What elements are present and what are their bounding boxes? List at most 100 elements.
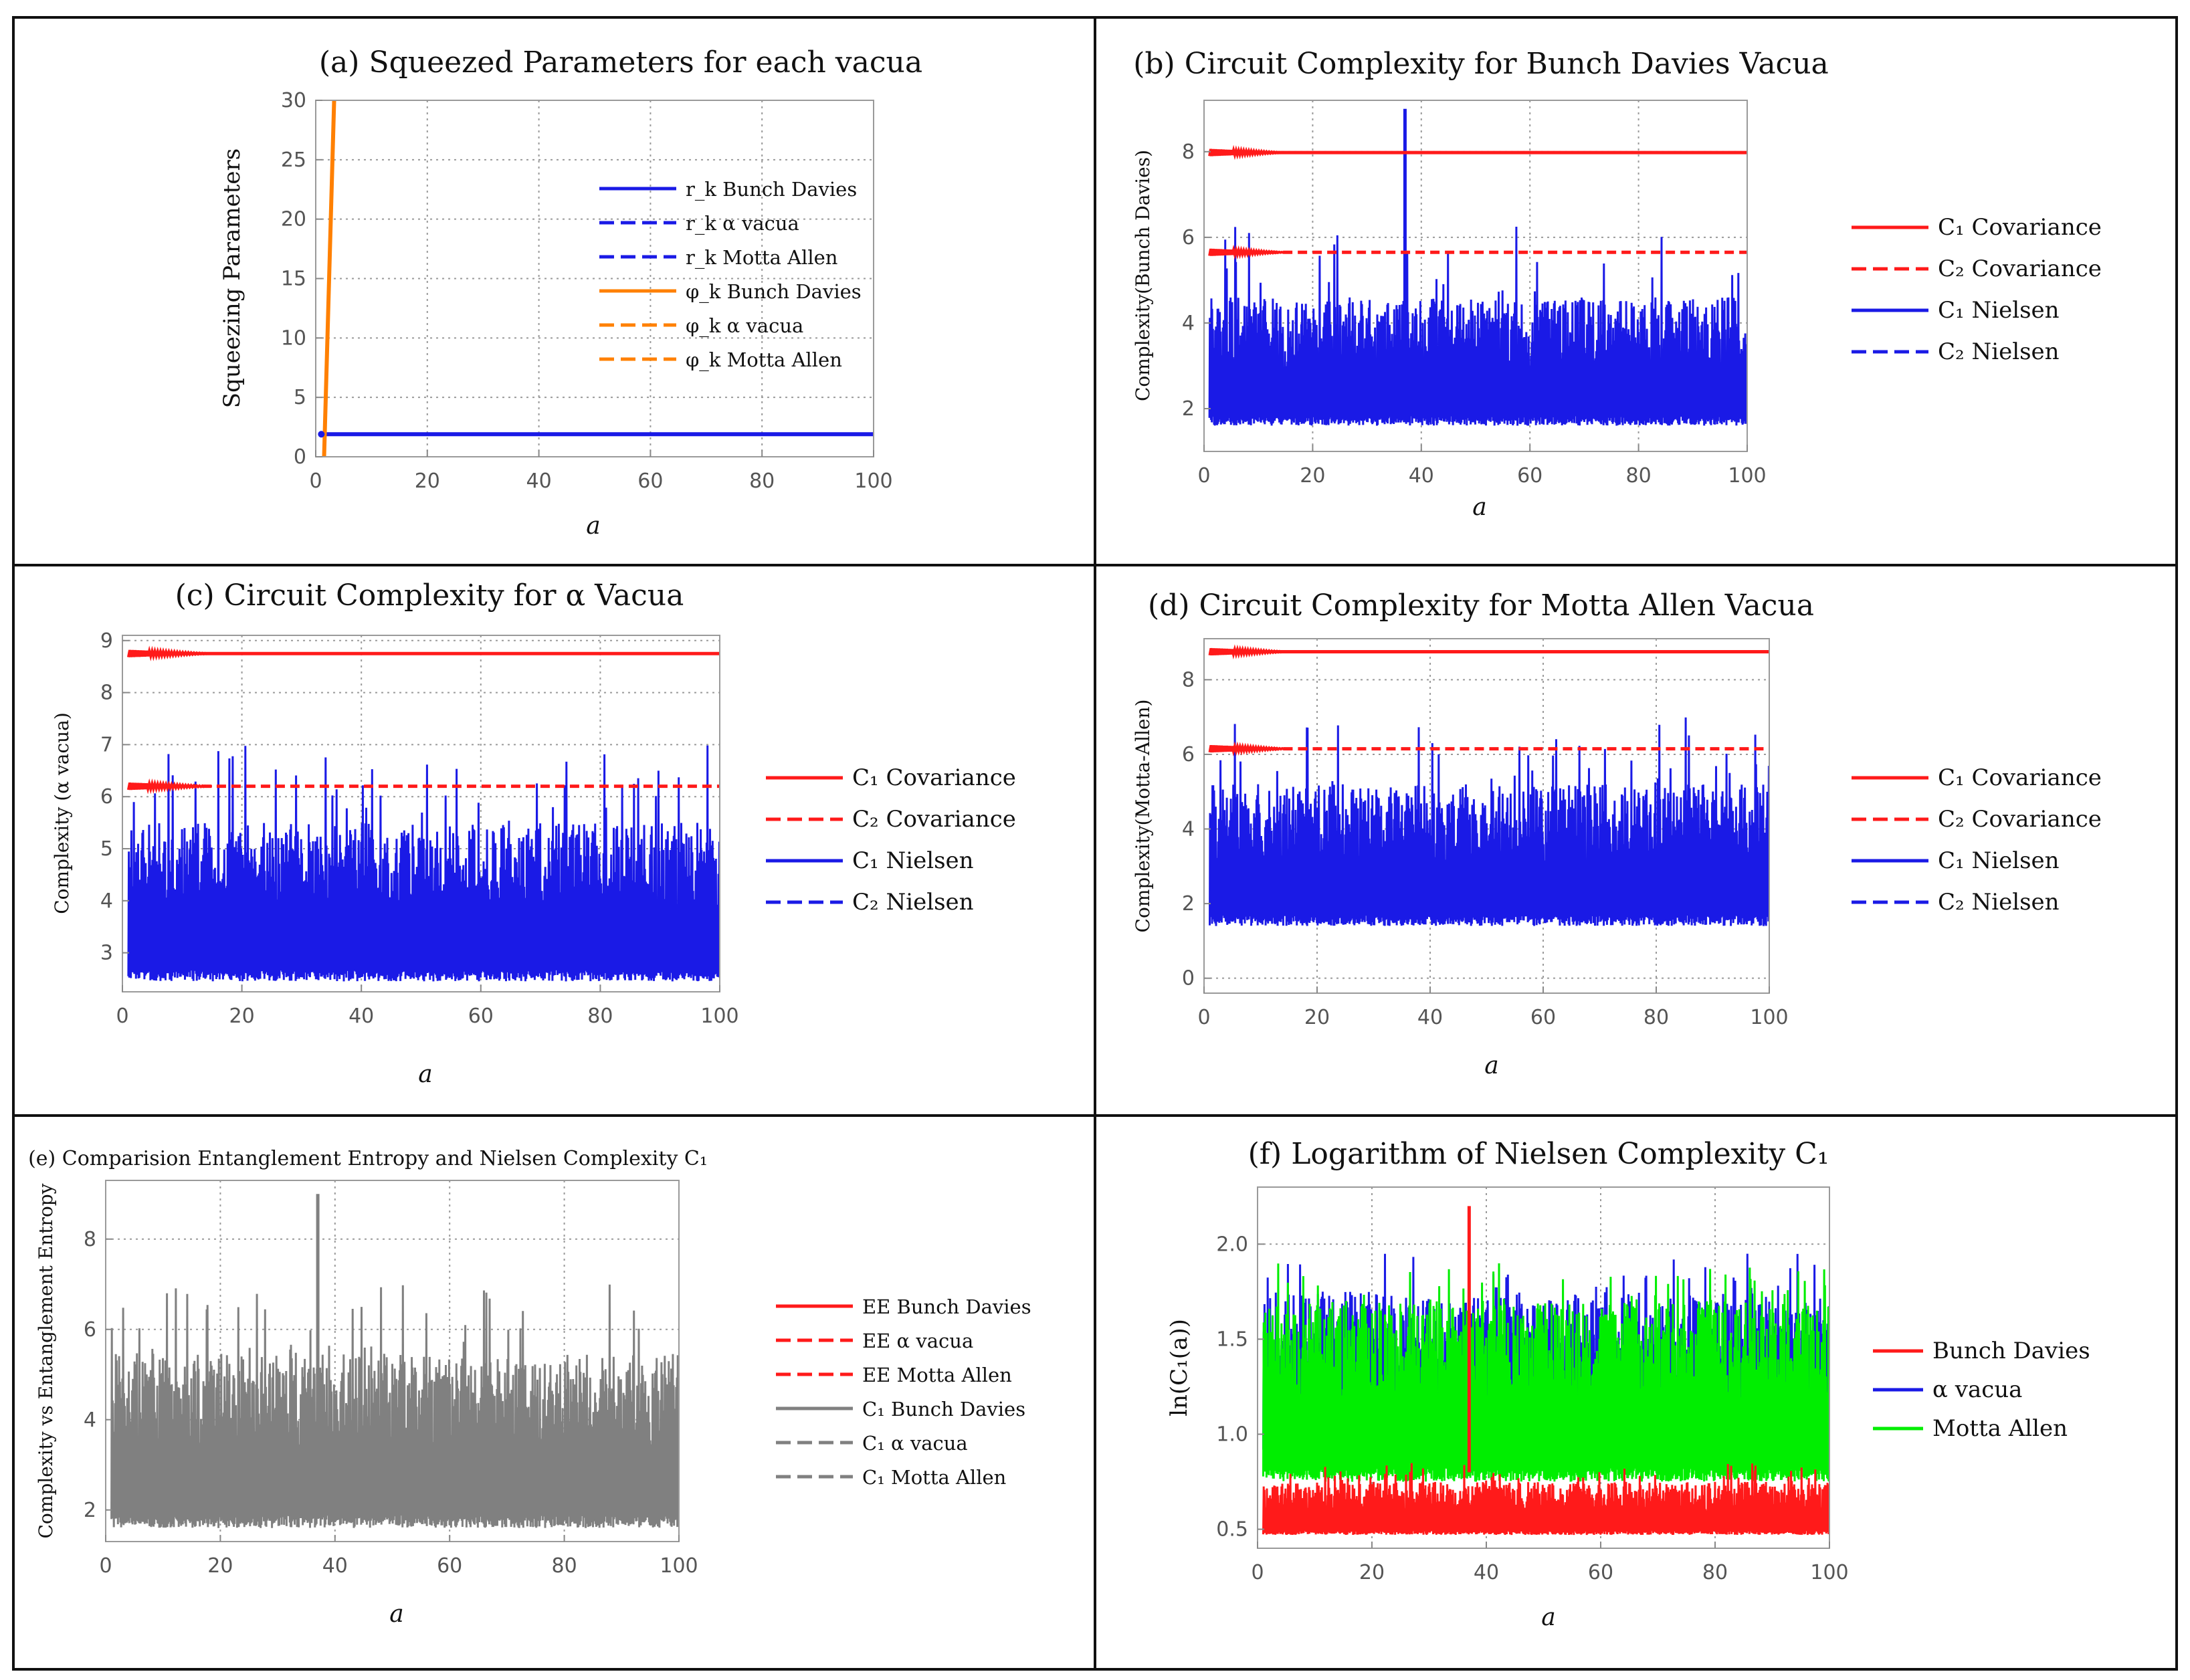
hline-oscillation (1208, 244, 1286, 260)
legend-label: C₁ Covariance (1938, 214, 2102, 241)
y-axis-label: Complexity (α vacua) (51, 712, 73, 914)
y-axis-label: Complexity(Motta-Allen) (1132, 700, 1154, 933)
x-tick-label: 40 (1417, 1006, 1443, 1029)
legend-label: Bunch Davies (1932, 1338, 2090, 1364)
x-tick-label: 80 (749, 469, 775, 493)
legend: C₁ Covariance C₂ Covariance C₁ Nielsen C₂ N… (1852, 764, 2102, 916)
plot-area (1208, 108, 1747, 426)
legend: C₁ Covariance C₂ Covariance C₁ Nielsen C₂ N… (766, 764, 1016, 916)
legend-label: C₁ α vacua (862, 1432, 968, 1455)
legend-label: r_k Bunch Davies (686, 178, 857, 201)
hline-oscillation (1208, 644, 1289, 660)
y-tick-label: 0.5 (1216, 1518, 1248, 1542)
chart-title: (f) Logarithm of Nielsen Complexity C₁ (1248, 1137, 1829, 1171)
chart-d: (d) Circuit Complexity for Motta Allen V… (1132, 589, 2102, 1079)
y-tick-label: 2 (1182, 892, 1195, 916)
y-axis-label: Complexity vs Entanglement Entropy (35, 1183, 57, 1538)
legend-label: φ_k α vacua (686, 314, 803, 338)
y-tick-label: 1.5 (1216, 1328, 1248, 1351)
chart-a: (a) Squeezed Parameters for each vacua 0 2… (219, 45, 922, 540)
y-tick-label: 5 (294, 386, 306, 409)
y-tick-label: 30 (281, 89, 306, 112)
x-tick-label: 0 (116, 1005, 128, 1028)
chart-c: (c) Circuit Complexity for α Vacua 0 20 40 6… (51, 579, 1016, 1088)
y-tick-label: 4 (1182, 818, 1195, 841)
legend-label: C₁ Nielsen (1938, 847, 2060, 874)
x-tick-label: 20 (1300, 464, 1325, 488)
y-tick-label: 8 (84, 1228, 96, 1251)
y-tick-label: 8 (1182, 668, 1195, 692)
legend-label: C₁ Covariance (852, 764, 1016, 791)
x-axis-label: a (418, 1061, 432, 1088)
x-tick-label: 100 (854, 469, 892, 493)
legend-label: C₂ Covariance (1938, 806, 2102, 833)
y-tick-label: 1.0 (1216, 1423, 1248, 1446)
plot-area (1262, 1206, 1829, 1536)
plot-frame (1203, 638, 1770, 994)
y-tick-label: 7 (100, 733, 113, 756)
x-tick-label: 20 (1304, 1006, 1330, 1029)
x-tick-label: 60 (468, 1005, 494, 1028)
x-tick-label: 80 (1702, 1561, 1728, 1584)
plot-area (110, 1194, 679, 1528)
y-tick-label: 9 (100, 629, 113, 653)
chart-f: (f) Logarithm of Nielsen Complexity C₁ 0 2… (1166, 1137, 2090, 1631)
x-axis-label: a (586, 512, 600, 540)
x-tick-label: 100 (1810, 1561, 1848, 1584)
x-tick-label: 80 (1626, 464, 1652, 488)
x-tick-label: 80 (587, 1005, 613, 1028)
x-tick-label: 0 (1197, 464, 1210, 488)
legend-label: r_k Motta Allen (686, 246, 837, 270)
x-tick-label: 60 (1517, 464, 1542, 488)
legend: r_k Bunch Davies r_k α vacua r_k Motta All… (599, 178, 862, 372)
legend-label: C₁ Motta Allen (862, 1466, 1006, 1489)
legend-label: C₂ Nielsen (1938, 338, 2060, 365)
chart-title: (c) Circuit Complexity for α Vacua (175, 579, 684, 613)
legend: EE Bunch Davies EE α vacua EE Motta Allen C… (776, 1295, 1031, 1489)
y-tick-label: 4 (1182, 312, 1195, 335)
legend: Bunch Davies α vacua Motta Allen (1873, 1338, 2090, 1442)
chart-title: (d) Circuit Complexity for Motta Allen V… (1148, 589, 1814, 623)
hline-oscillation (1208, 741, 1289, 757)
y-tick-label: 5 (100, 837, 113, 861)
series-line-φ_k (322, 100, 336, 457)
x-tick-label: 60 (637, 469, 663, 493)
plot-frame (122, 635, 720, 992)
x-tick-label: 60 (437, 1554, 462, 1578)
legend-label: C₁ Nielsen (852, 847, 974, 874)
plot-area (126, 645, 720, 982)
x-tick-label: 40 (1409, 464, 1434, 488)
x-tick-label: 40 (322, 1554, 348, 1578)
x-tick-label: 0 (1197, 1006, 1210, 1029)
series-band (110, 1284, 679, 1528)
y-axis-label: Squeezing Parameters (219, 148, 245, 408)
chart-title: (a) Squeezed Parameters for each vacua (319, 45, 922, 80)
x-tick-label: 100 (1750, 1006, 1788, 1029)
r-k-start-point (318, 431, 325, 438)
y-tick-label: 0 (294, 445, 306, 469)
y-axis-label: Complexity(Bunch Davies) (1132, 150, 1154, 401)
legend-label: C₂ Nielsen (852, 889, 974, 916)
legend-label: α vacua (1932, 1376, 2022, 1403)
legend-label: φ_k Bunch Davies (686, 280, 862, 304)
y-tick-label: 3 (100, 942, 113, 965)
x-tick-label: 40 (349, 1005, 374, 1028)
y-tick-label: 25 (281, 148, 306, 172)
hline-oscillation (126, 778, 212, 795)
series-band (1209, 717, 1769, 926)
y-tick-label: 2.0 (1216, 1233, 1248, 1256)
series-band-Bunch-Davies (1262, 1463, 1829, 1536)
chart-e: (e) Comparision Entanglement Entropy and… (28, 1147, 1031, 1628)
plot-frame (105, 1180, 680, 1542)
x-axis-label: a (389, 1600, 403, 1628)
x-tick-label: 100 (660, 1554, 698, 1578)
legend-label: C₂ Nielsen (1938, 889, 2060, 916)
y-tick-label: 8 (100, 681, 113, 705)
panel-grid-frame (12, 16, 2178, 1671)
y-tick-label: 15 (281, 268, 306, 291)
x-tick-label: 0 (309, 469, 322, 493)
series-band (127, 745, 720, 982)
legend-label: C₂ Covariance (852, 806, 1016, 833)
legend: C₁ Covariance C₂ Covariance C₁ Nielsen C₂ N… (1852, 214, 2102, 365)
